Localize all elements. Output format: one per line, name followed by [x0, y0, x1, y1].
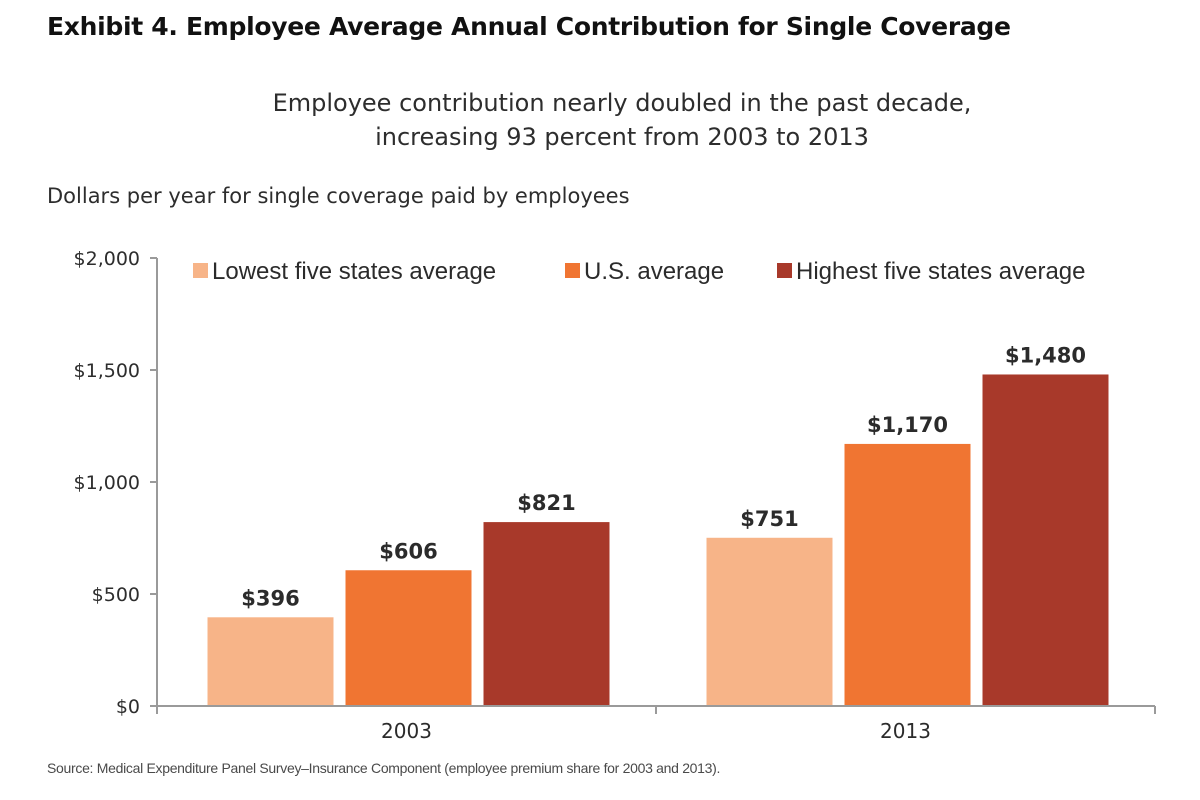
y-tick-label: $1,500	[74, 360, 140, 382]
data-labels: $396 $606 $821 $751 $1,170 $1,480	[241, 343, 1086, 610]
bar-2003-1	[345, 570, 472, 705]
legend-swatch	[777, 263, 792, 278]
x-category-label: 2003	[381, 719, 432, 743]
legend-label: Highest five states average	[796, 258, 1086, 285]
legend-swatch	[565, 263, 580, 278]
y-tick-label: $500	[92, 584, 140, 606]
y-tick-label: $1,000	[74, 472, 140, 494]
bar-2003-0	[207, 617, 334, 705]
source-note: Source: Medical Expenditure Panel Survey…	[47, 760, 721, 776]
data-label: $1,480	[1005, 343, 1086, 367]
data-label: $606	[379, 539, 437, 563]
axes: $0 $500 $1,000 $1,500 $2,000 2003 2013	[74, 248, 1156, 743]
bar-2013-1	[844, 443, 971, 705]
legend-swatch	[193, 263, 208, 278]
data-label: $1,170	[867, 413, 948, 437]
y-tick-label: $2,000	[74, 248, 140, 270]
exhibit-title: Exhibit 4. Employee Average Annual Contr…	[47, 12, 1011, 41]
y-axis-title: Dollars per year for single coverage pai…	[47, 184, 630, 208]
bar-2013-0	[706, 537, 833, 705]
data-label: $396	[241, 586, 299, 610]
x-category-label: 2013	[880, 719, 931, 743]
data-label: $751	[740, 507, 798, 531]
bar-2013-2	[982, 374, 1109, 705]
data-label: $821	[517, 491, 575, 515]
bars	[207, 374, 1109, 705]
bar-2003-2	[483, 522, 610, 705]
legend-label: U.S. average	[584, 258, 724, 285]
subtitle-line-1: Employee contribution nearly doubled in …	[272, 89, 972, 117]
subtitle-line-2: increasing 93 percent from 2003 to 2013	[375, 123, 869, 151]
y-tick-label: $0	[116, 696, 140, 718]
chart-subtitle: Employee contribution nearly doubled in …	[0, 86, 1200, 154]
legend: Lowest five states average U.S. average Hi…	[193, 258, 1086, 285]
legend-label: Lowest five states average	[212, 258, 496, 285]
